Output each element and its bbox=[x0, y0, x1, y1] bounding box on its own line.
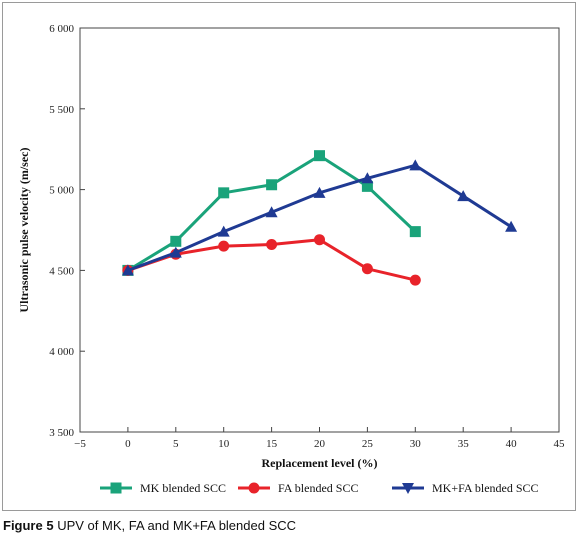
x-tick-label: 40 bbox=[506, 438, 518, 450]
x-tick-label: 10 bbox=[218, 438, 230, 450]
data-point bbox=[361, 180, 373, 192]
data-point bbox=[314, 234, 325, 246]
figure-label: Figure 5 bbox=[3, 518, 54, 533]
x-tick-label: 35 bbox=[458, 438, 470, 450]
x-tick-label: 5 bbox=[173, 438, 179, 450]
data-point bbox=[313, 186, 326, 198]
series-2 bbox=[122, 234, 421, 286]
x-tick-label: 30 bbox=[410, 438, 422, 450]
data-point bbox=[361, 263, 373, 275]
legend-label: FA blended SCC bbox=[278, 481, 358, 495]
data-point bbox=[266, 179, 278, 191]
data-point bbox=[218, 240, 230, 252]
series-line bbox=[127, 163, 512, 272]
y-tick-label: 5 500 bbox=[49, 104, 74, 116]
x-tick-label: 15 bbox=[266, 438, 278, 450]
x-tick-label: 45 bbox=[554, 438, 566, 450]
series-3 bbox=[121, 159, 518, 276]
chart-svg: 3 500 4 000 4 500 5 000 5 500 6 000 −5 0 5 10 15 2… bbox=[17, 23, 565, 495]
y-tick-label: 3 500 bbox=[49, 427, 74, 439]
data-point bbox=[170, 235, 182, 247]
data-point bbox=[361, 172, 374, 184]
plot-area bbox=[79, 27, 560, 433]
data-point bbox=[409, 159, 422, 171]
x-tick-label: 20 bbox=[314, 438, 326, 450]
legend-label: MK+FA blended SCC bbox=[432, 481, 539, 495]
data-point bbox=[409, 226, 421, 238]
y-axis-title: Ultrasonic pulse velocity (m/sec) bbox=[17, 148, 31, 313]
legend-item: MK+FA blended SCC bbox=[392, 481, 539, 495]
figure-caption: Figure 5 UPV of MK, FA and MK+FA blended… bbox=[3, 518, 296, 533]
y-tick-label: 6 000 bbox=[49, 23, 74, 35]
data-point bbox=[218, 187, 230, 199]
data-point bbox=[265, 206, 278, 218]
legend-label: MK blended SCC bbox=[140, 481, 226, 495]
x-tick-label: 0 bbox=[125, 438, 131, 450]
data-point bbox=[314, 150, 325, 162]
data-point bbox=[121, 264, 134, 276]
data-point bbox=[217, 225, 230, 237]
legend: MK blended SCC FA blended SCC MK+FA blende… bbox=[100, 481, 539, 495]
data-point bbox=[409, 274, 421, 286]
x-tick-label: −5 bbox=[74, 438, 86, 450]
y-tick-label: 4 500 bbox=[49, 265, 74, 277]
legend-item: MK blended SCC bbox=[100, 481, 226, 495]
y-tick-label: 5 000 bbox=[49, 185, 74, 197]
x-tick-label: 25 bbox=[362, 438, 374, 450]
x-axis-ticks: −5 0 5 10 15 20 25 30 35 40 45 bbox=[74, 427, 565, 450]
legend-item: FA blended SCC bbox=[238, 481, 358, 495]
y-axis-ticks: 3 500 4 000 4 500 5 000 5 500 6 000 bbox=[49, 23, 85, 439]
x-axis-title: Replacement level (%) bbox=[262, 456, 378, 470]
series-layer bbox=[121, 150, 518, 286]
legend-marker bbox=[402, 483, 414, 494]
legend-marker bbox=[110, 482, 122, 494]
caption-text: UPV of MK, FA and MK+FA blended SCC bbox=[57, 518, 297, 533]
y-tick-label: 4 000 bbox=[49, 346, 74, 358]
data-point bbox=[505, 220, 518, 232]
data-point bbox=[266, 239, 278, 251]
figure-frame bbox=[2, 2, 576, 511]
data-point bbox=[457, 190, 470, 202]
legend-marker bbox=[248, 482, 260, 494]
data-point bbox=[169, 246, 182, 258]
